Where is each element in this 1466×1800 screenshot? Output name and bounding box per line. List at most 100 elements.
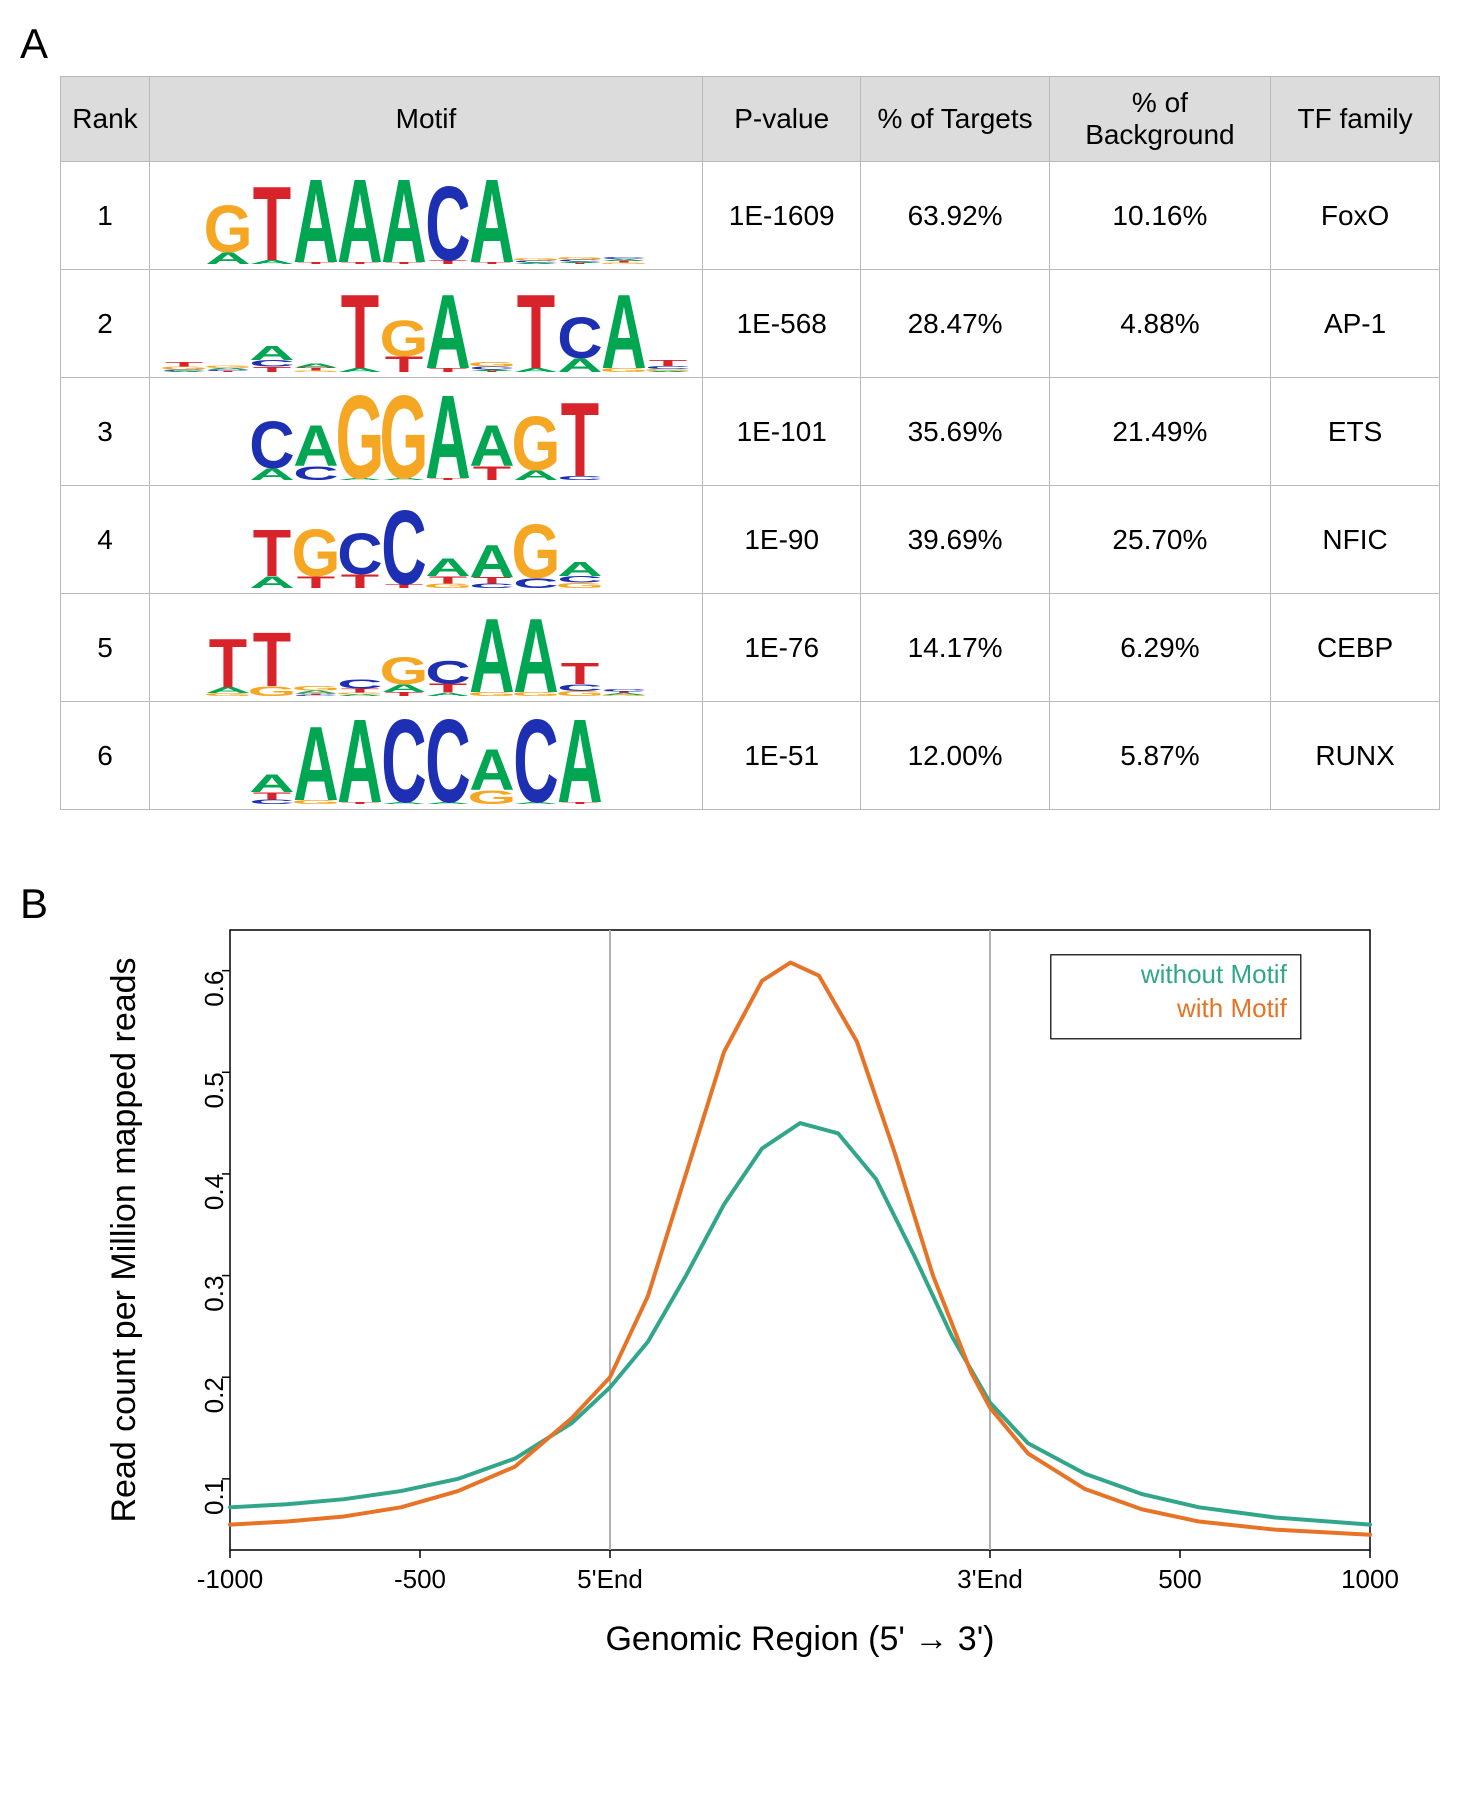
svg-text:T: T [341,274,379,374]
motif-table: RankMotifP-value% of Targets% of Backgro… [60,76,1440,810]
svg-text:G: G [512,256,561,260]
table-cell: 5 [61,594,150,702]
svg-text:A: A [337,166,382,266]
table-cell: 1 [61,162,150,270]
svg-text:A: A [381,166,426,266]
series-line [230,1123,1370,1524]
table-cell: ETS [1271,378,1440,486]
y-tick-label: 0.3 [199,1276,229,1312]
x-tick-label: 1000 [1341,1564,1399,1594]
svg-text:G: G [292,515,341,590]
svg-text:C: C [513,706,558,806]
y-tick-label: 0.2 [199,1377,229,1413]
svg-text:A: A [425,274,470,374]
table-cell: 5.87% [1049,702,1270,810]
table-cell: 6 [61,702,150,810]
table-header: Rank [61,77,150,162]
svg-text:C: C [337,676,382,691]
table-cell: 1E-90 [702,486,860,594]
y-tick-label: 0.6 [199,971,229,1007]
svg-text:C: C [557,305,602,370]
x-tick-label: 5'End [577,1564,643,1594]
panel-b: B 0.10.20.30.40.50.6-1000-5005'End3'End5… [20,890,1446,1670]
svg-text:T: T [253,166,291,266]
table-row: 1AGATTATATATCTAACGTACGGTAC1E-160963.92%1… [61,162,1440,270]
table-cell: 14.17% [861,594,1049,702]
sequence-logo: ACGTTCAGTCAGTAATTGTATACGATACGAAGCT [158,274,694,374]
table-cell: RUNX [1271,702,1440,810]
sequence-logo: CTAGATAACACGAACTA [246,706,606,806]
table-header-row: RankMotifP-value% of Targets% of Backgro… [61,77,1440,162]
svg-text:T: T [561,382,599,482]
table-cell: GATGTCTAGAGTCTAGATCGAGAGCTGATC [149,594,702,702]
x-tick-label: 3'End [957,1564,1023,1594]
svg-text:A: A [425,553,470,581]
y-tick-label: 0.4 [199,1174,229,1210]
table-cell: 3 [61,378,150,486]
sequence-logo: GATGTCTAGAGTCTAGATCGAGAGCTGATC [202,598,650,698]
y-tick-label: 0.1 [199,1479,229,1515]
x-tick-label: 500 [1158,1564,1201,1594]
panel-a-label: A [20,20,1446,68]
svg-text:G: G [204,191,253,266]
series-line [230,963,1370,1535]
table-cell: 35.69% [861,378,1049,486]
panel-b-label: B [20,880,48,928]
svg-text:G: G [380,382,429,482]
svg-text:A: A [293,706,338,806]
table-cell: 12.00% [861,702,1049,810]
table-cell: 4.88% [1049,270,1270,378]
svg-text:A: A [557,557,602,579]
table-cell: 10.16% [1049,162,1270,270]
panel-a: A RankMotifP-value% of Targets% of Backg… [20,20,1446,810]
svg-text:C: C [425,706,470,806]
svg-text:A: A [601,274,646,374]
sequence-logo: AGATTATATATCTAACGTACGGTAC [202,166,650,266]
svg-text:G: G [556,256,605,260]
sequence-logo: ATTGTCTCGTACTACGGCA [246,490,606,590]
table-cell: NFIC [1271,486,1440,594]
svg-text:G: G [336,382,385,482]
table-cell: 21.49% [1049,378,1270,486]
table-cell: 1E-568 [702,270,860,378]
table-cell: ACGTTCAGTCAGTAATTGTATACGATACGAAGCT [149,270,702,378]
table-cell: AGATTATATATCTAACGTACGGTAC [149,162,702,270]
svg-text:T: T [253,515,291,590]
svg-text:C: C [425,654,470,690]
table-header: P-value [702,77,860,162]
table-cell: AP-1 [1271,270,1440,378]
table-cell: 25.70% [1049,486,1270,594]
x-axis-title: Genomic Region (5' → 3') [605,1620,994,1658]
svg-text:A: A [249,769,294,797]
svg-text:G: G [512,400,561,482]
svg-text:C: C [425,166,470,266]
table-header: Motif [149,77,702,162]
svg-text:A: A [469,534,514,586]
svg-text:C: C [601,256,646,259]
svg-text:T: T [561,656,599,690]
svg-text:C: C [381,490,426,590]
table-cell: 1E-1609 [702,162,860,270]
svg-text:G: G [380,310,429,367]
svg-text:A: A [293,413,338,478]
table-row: 2ACGTTCAGTCAGTAATTGTATACGATACGAAGCT1E-56… [61,270,1440,378]
svg-text:A: A [293,362,338,368]
svg-text:A: A [557,706,602,806]
y-axis-title: Read count per Million mapped reads [105,957,143,1522]
y-tick-label: 0.5 [199,1072,229,1108]
table-body: 1AGATTATATATCTAACGTACGGTAC1E-160963.92%1… [61,162,1440,810]
table-header: % of Background [1049,77,1270,162]
svg-text:A: A [293,166,338,266]
x-tick-label: -500 [394,1564,446,1594]
table-cell: FoxO [1271,162,1440,270]
svg-text:T: T [165,360,203,367]
table-row: 5GATGTCTAGAGTCTAGATCGAGAGCTGATC1E-7614.1… [61,594,1440,702]
svg-text:G: G [512,508,561,590]
x-tick-label: -1000 [197,1564,264,1594]
table-cell: 1E-51 [702,702,860,810]
svg-text:A: A [337,706,382,806]
table-cell: ATTGTCTCGTACTACGGCA [149,486,702,594]
svg-text:G: G [292,684,341,691]
table-cell: 28.47% [861,270,1049,378]
read-count-chart: 0.1 0.2 0.3 0.4 0.5 0.6 -1000 -500 5'End 3'End 500… [60,890,1410,1670]
